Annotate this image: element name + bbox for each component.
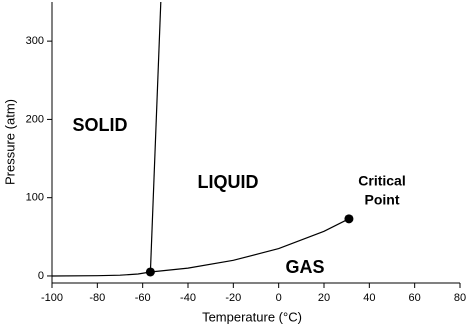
x-tick-label: 20 [318,292,330,304]
point-marker [145,267,155,277]
x-tick-label: 40 [363,292,375,304]
annotation: Critical [358,173,405,189]
x-tick-label: 80 [454,292,466,304]
phase-boundary [51,271,151,277]
annotation: SOLID [72,115,127,135]
y-tick-label: 0 [38,270,44,282]
annotation: GAS [285,257,324,277]
y-axis-label: Pressure (atm) [2,99,17,185]
x-tick-label: 0 [276,292,282,304]
x-tick-label: -20 [225,292,241,304]
x-tick-label: -80 [89,292,105,304]
point-marker [344,214,354,224]
x-tick-label: -60 [135,292,151,304]
phase-boundary [150,218,350,273]
annotation: Point [365,192,400,208]
y-tick-label: 200 [26,113,44,125]
x-tick-label: -40 [180,292,196,304]
x-tick-label: -100 [41,292,63,304]
x-axis-label: Temperature (°C) [202,309,302,324]
y-tick-label: 100 [26,192,44,204]
phase-boundary [149,1,162,273]
x-tick-label: 60 [409,292,421,304]
y-tick-label: 300 [26,35,44,47]
annotation: LIQUID [198,172,259,192]
